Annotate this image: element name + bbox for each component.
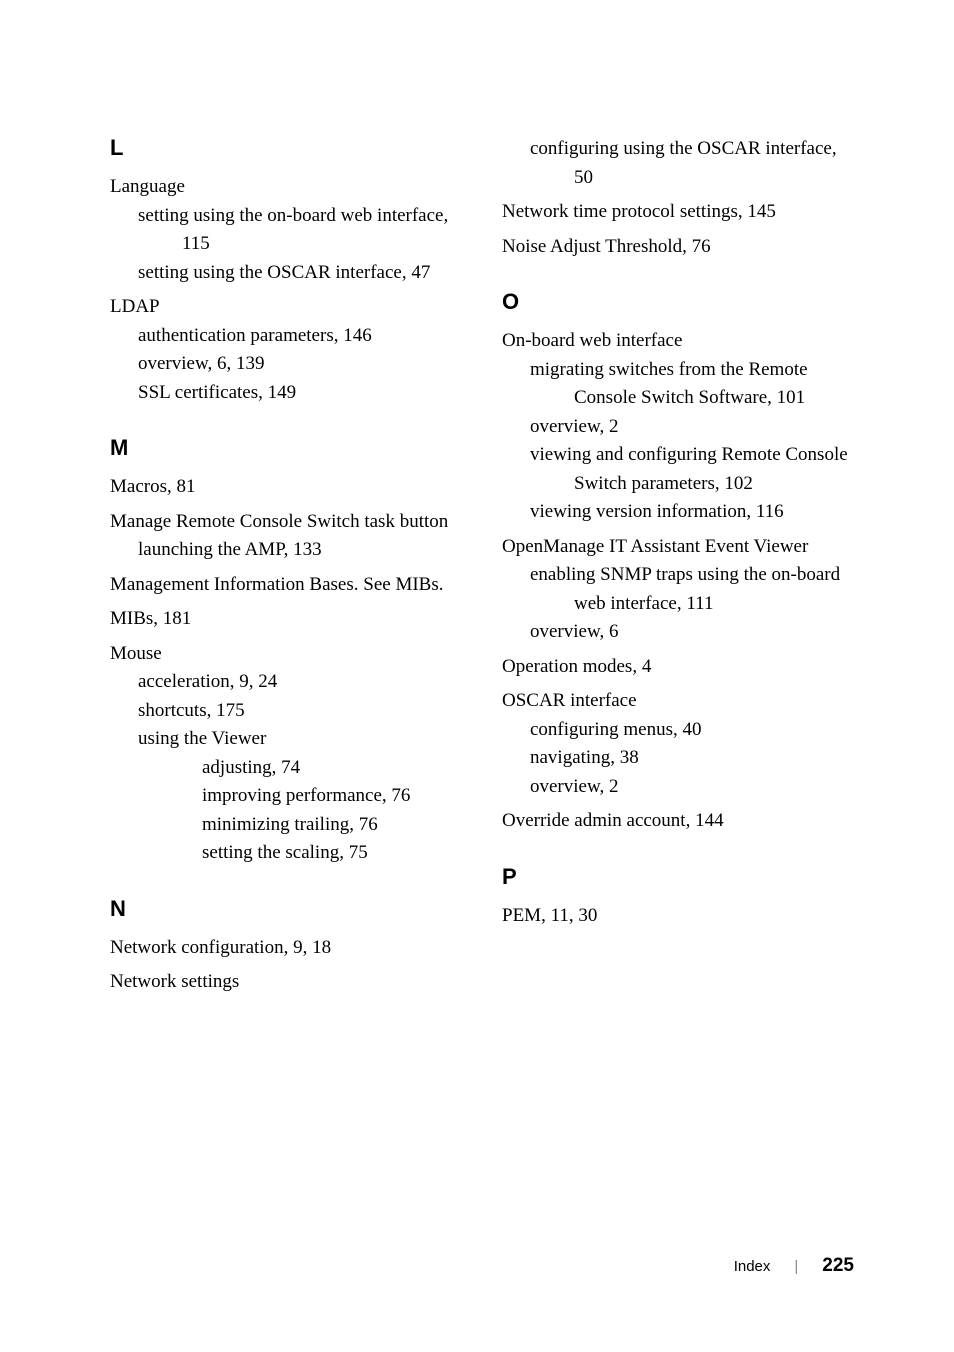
entry-sub: using the Viewer	[138, 725, 462, 754]
entry-sub: migrating switches from the Remote Conso…	[530, 356, 854, 413]
section-letter-n: N	[110, 896, 462, 922]
entry-sub: launching the AMP, 133	[138, 536, 462, 565]
right-column: configuring using the OSCAR interface, 5…	[502, 135, 854, 997]
entry-mib-ref: Management Information Bases. See MIBs.	[110, 571, 462, 600]
entry-sub: overview, 2	[530, 413, 854, 442]
footer-page-number: 225	[822, 1255, 854, 1277]
footer-label: Index	[734, 1258, 771, 1275]
entry-onboard-web: On-board web interface	[502, 327, 854, 356]
entry-subsub: setting the scaling, 75	[202, 839, 462, 868]
entry-sub: viewing version information, 116	[530, 498, 854, 527]
left-column: L Language setting using the on-board we…	[110, 135, 462, 997]
entry-ldap: LDAP	[110, 293, 462, 322]
entry-sub: enabling SNMP traps using the on-board w…	[530, 561, 854, 618]
entry-openmanage: OpenManage IT Assistant Event Viewer	[502, 533, 854, 562]
entry-override-admin: Override admin account, 144	[502, 807, 854, 836]
section-letter-p: P	[502, 864, 854, 890]
footer-divider: |	[794, 1258, 798, 1275]
section-letter-o: O	[502, 289, 854, 315]
index-columns: L Language setting using the on-board we…	[110, 135, 854, 997]
entry-sub: SSL certificates, 149	[138, 379, 462, 408]
entry-sub: navigating, 38	[530, 744, 854, 773]
section-letter-m: M	[110, 435, 462, 461]
entry-operation-modes: Operation modes, 4	[502, 653, 854, 682]
entry-language: Language	[110, 173, 462, 202]
entry-sub: acceleration, 9, 24	[138, 668, 462, 697]
entry-macros: Macros, 81	[110, 473, 462, 502]
entry-sub: overview, 6, 139	[138, 350, 462, 379]
entry-subsub: improving performance, 76	[202, 782, 462, 811]
entry-sub: overview, 6	[530, 618, 854, 647]
entry-network-settings: Network settings	[110, 968, 462, 997]
entry-sub: overview, 2	[530, 773, 854, 802]
entry-network-config: Network configuration, 9, 18	[110, 934, 462, 963]
entry-sub: configuring using the OSCAR interface, 5…	[530, 135, 854, 192]
entry-ntp: Network time protocol settings, 145	[502, 198, 854, 227]
entry-sub: shortcuts, 175	[138, 697, 462, 726]
entry-sub: authentication parameters, 146	[138, 322, 462, 351]
entry-subsub: adjusting, 74	[202, 754, 462, 783]
entry-sub: configuring menus, 40	[530, 716, 854, 745]
entry-oscar: OSCAR interface	[502, 687, 854, 716]
entry-noise: Noise Adjust Threshold, 76	[502, 233, 854, 262]
entry-mouse: Mouse	[110, 640, 462, 669]
entry-sub: setting using the OSCAR interface, 47	[138, 259, 462, 288]
entry-manage-remote: Manage Remote Console Switch task button	[110, 508, 462, 537]
entry-sub: setting using the on-board web interface…	[138, 202, 462, 259]
entry-pem: PEM, 11, 30	[502, 902, 854, 931]
section-letter-l: L	[110, 135, 462, 161]
entry-subsub: minimizing trailing, 76	[202, 811, 462, 840]
entry-mibs: MIBs, 181	[110, 605, 462, 634]
entry-sub: viewing and configuring Remote Console S…	[530, 441, 854, 498]
page-footer: Index | 225	[734, 1255, 854, 1277]
